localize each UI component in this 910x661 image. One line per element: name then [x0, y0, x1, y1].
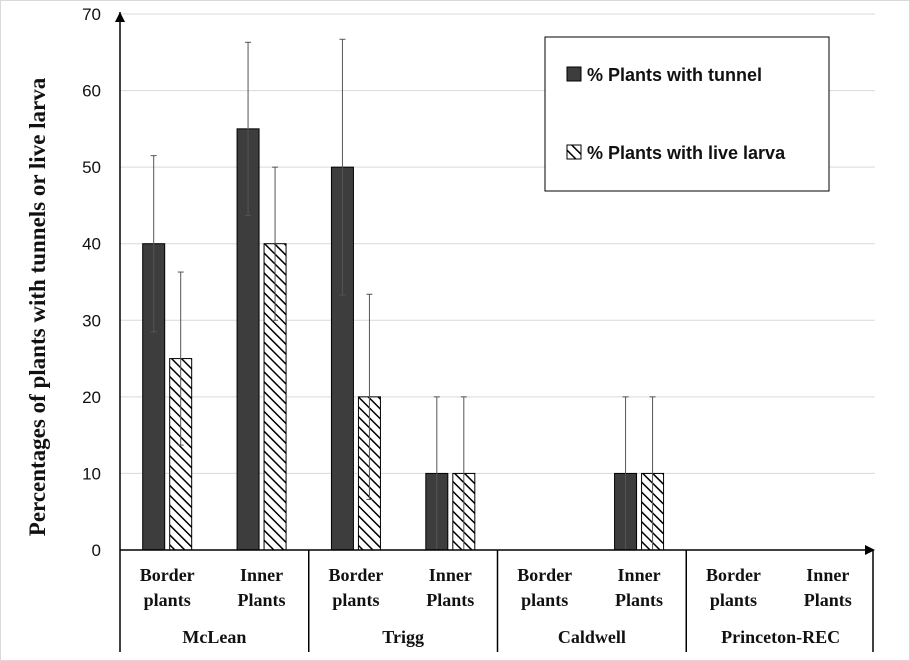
y-tick-labels: 0 10 20 30 40 50 60 70 [82, 5, 101, 560]
y-axis-arrow [115, 12, 125, 22]
legend-label: % Plants with tunnel [587, 65, 762, 85]
x-group-label: Princeton-REC [721, 627, 840, 647]
bars [142, 128, 665, 551]
x-category-label: Border plants [517, 565, 572, 610]
y-tick-label: 40 [82, 235, 101, 254]
legend-label: % Plants with live larva [587, 143, 786, 163]
y-tick-label: 50 [82, 158, 101, 177]
x-category-label: Border plants [706, 565, 761, 610]
x-category-label-line: plants [710, 590, 757, 610]
x-category-label: Inner Plants [238, 565, 286, 610]
x-group-label: Trigg [382, 627, 424, 647]
x-category-label-line: Border [706, 565, 761, 585]
x-category-label-line: Border [517, 565, 572, 585]
x-category-label: Inner Plants [426, 565, 474, 610]
y-axis-label: Percentages of plants with tunnels or li… [25, 77, 50, 536]
x-group-label: Caldwell [558, 627, 626, 647]
axes [115, 12, 875, 652]
legend-swatch [566, 66, 582, 82]
x-category-label-line: Plants [615, 590, 663, 610]
x-category-label-line: Border [328, 565, 383, 585]
x-category-label-line: Border [140, 565, 195, 585]
legend-swatch [566, 144, 582, 160]
x-category-label-line: Plants [238, 590, 286, 610]
x-category-label: Border plants [328, 565, 383, 610]
x-category-label-line: Inner [429, 565, 472, 585]
y-tick-label: 20 [82, 388, 101, 407]
y-tick-label: 0 [92, 541, 101, 560]
x-category-label-line: plants [332, 590, 379, 610]
x-category-label-line: plants [521, 590, 568, 610]
x-axis-arrow [865, 545, 875, 555]
y-tick-label: 30 [82, 311, 101, 330]
x-category-label: Inner Plants [615, 565, 663, 610]
x-category-label-line: Inner [806, 565, 849, 585]
x-category-labels: Border plants Inner Plants McLean Border plant… [140, 565, 852, 647]
x-category-label: Border plants [140, 565, 195, 610]
error-bars [150, 38, 656, 551]
x-category-label: Inner Plants [804, 565, 852, 610]
x-category-label-line: Inner [618, 565, 661, 585]
y-tick-label: 60 [82, 82, 101, 101]
x-category-label-line: Plants [426, 590, 474, 610]
x-category-label-line: Plants [804, 590, 852, 610]
x-category-label-line: Inner [240, 565, 283, 585]
x-group-label: McLean [182, 627, 246, 647]
legend-box [544, 36, 830, 192]
y-tick-label: 70 [82, 5, 101, 24]
legend: % Plants with tunnel % Plants with live l… [544, 36, 830, 192]
y-tick-label: 10 [82, 464, 101, 483]
x-category-label-line: plants [144, 590, 191, 610]
